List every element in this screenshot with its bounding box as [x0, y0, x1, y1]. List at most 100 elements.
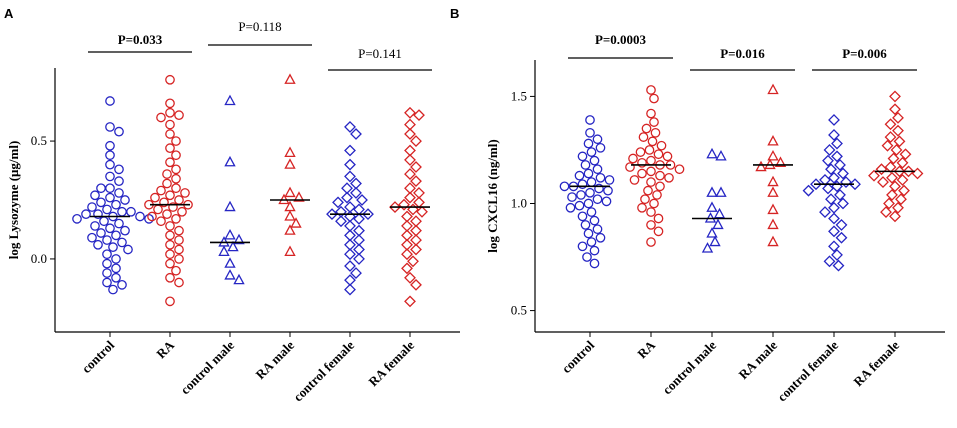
- data-point: [767, 175, 779, 187]
- data-point: [832, 259, 845, 272]
- p-value: P=0.118: [238, 19, 281, 34]
- data-point: [105, 223, 115, 234]
- data-point: [655, 181, 665, 192]
- data-point: [413, 109, 425, 122]
- data-point: [108, 242, 118, 252]
- data-point: [650, 127, 661, 138]
- data-point: [802, 184, 815, 197]
- data-point: [893, 135, 906, 148]
- data-point: [706, 227, 718, 238]
- data-point: [586, 207, 597, 217]
- data-point: [350, 187, 362, 199]
- data-point: [646, 166, 656, 177]
- data-point: [889, 180, 901, 193]
- data-point: [586, 177, 597, 187]
- data-point: [637, 168, 647, 179]
- data-point: [165, 143, 175, 153]
- data-point: [180, 188, 190, 198]
- data-point: [653, 213, 664, 224]
- data-point: [868, 169, 880, 182]
- data-point: [233, 273, 245, 285]
- data-point: [353, 234, 365, 246]
- data-point: [652, 190, 662, 200]
- data-point: [156, 185, 166, 196]
- data-point: [126, 206, 136, 217]
- data-point: [577, 211, 588, 222]
- data-point: [168, 202, 178, 212]
- data-point: [586, 237, 597, 247]
- data-point: [174, 277, 184, 288]
- data-point: [828, 129, 840, 141]
- data-point: [410, 234, 422, 246]
- data-point: [165, 258, 175, 269]
- data-point: [105, 183, 115, 194]
- data-point: [218, 245, 230, 257]
- data-point: [589, 258, 600, 269]
- data-point: [350, 177, 362, 190]
- data-point: [592, 134, 603, 145]
- data-point: [165, 221, 175, 231]
- panel-label: A: [4, 6, 14, 21]
- data-point: [224, 200, 236, 212]
- data-point: [822, 182, 834, 195]
- data-point: [583, 198, 594, 209]
- data-point: [831, 248, 843, 261]
- data-point: [410, 224, 422, 237]
- data-point: [356, 194, 368, 206]
- data-point: [165, 157, 175, 168]
- data-point: [628, 153, 638, 164]
- panel-label: B: [450, 6, 459, 21]
- data-point: [583, 138, 594, 149]
- data-point: [655, 170, 665, 181]
- data-point: [171, 265, 181, 276]
- data-point: [87, 232, 97, 243]
- data-point: [120, 225, 130, 236]
- data-point: [389, 201, 401, 213]
- x-tick-label: control: [559, 337, 598, 376]
- data-point: [886, 171, 898, 184]
- data-point: [911, 167, 924, 180]
- data-point: [881, 139, 894, 152]
- data-point: [224, 257, 236, 268]
- data-point: [344, 201, 356, 213]
- data-point: [344, 121, 356, 133]
- data-point: [96, 183, 106, 194]
- data-point: [637, 157, 647, 168]
- data-point: [404, 168, 416, 180]
- data-point: [410, 278, 422, 291]
- data-point: [889, 103, 901, 116]
- data-point: [646, 207, 656, 217]
- data-point: [404, 106, 416, 119]
- data-point: [604, 175, 615, 185]
- data-point: [413, 196, 425, 209]
- data-point: [171, 173, 181, 184]
- data-point: [332, 196, 344, 209]
- data-point: [344, 274, 356, 287]
- data-point: [644, 145, 655, 155]
- data-point: [102, 235, 112, 245]
- y-tick-label: 0.5: [31, 133, 47, 148]
- data-point: [102, 204, 112, 215]
- data-point: [398, 198, 410, 211]
- data-point: [165, 249, 175, 260]
- data-point: [105, 96, 115, 106]
- data-point: [577, 241, 588, 252]
- data-point: [120, 195, 130, 205]
- data-point: [114, 176, 124, 186]
- data-point: [350, 128, 362, 140]
- data-point: [111, 199, 121, 210]
- data-point: [350, 267, 362, 279]
- p-value: P=0.0003: [595, 32, 647, 47]
- data-point: [649, 198, 659, 209]
- data-point: [828, 114, 840, 126]
- data-point: [828, 171, 840, 184]
- data-point: [404, 154, 416, 166]
- data-point: [135, 211, 145, 222]
- data-point: [156, 112, 166, 123]
- data-point: [102, 268, 112, 278]
- data-point: [649, 117, 659, 127]
- data-point: [828, 225, 840, 238]
- data-point: [646, 155, 656, 166]
- data-point: [102, 258, 112, 269]
